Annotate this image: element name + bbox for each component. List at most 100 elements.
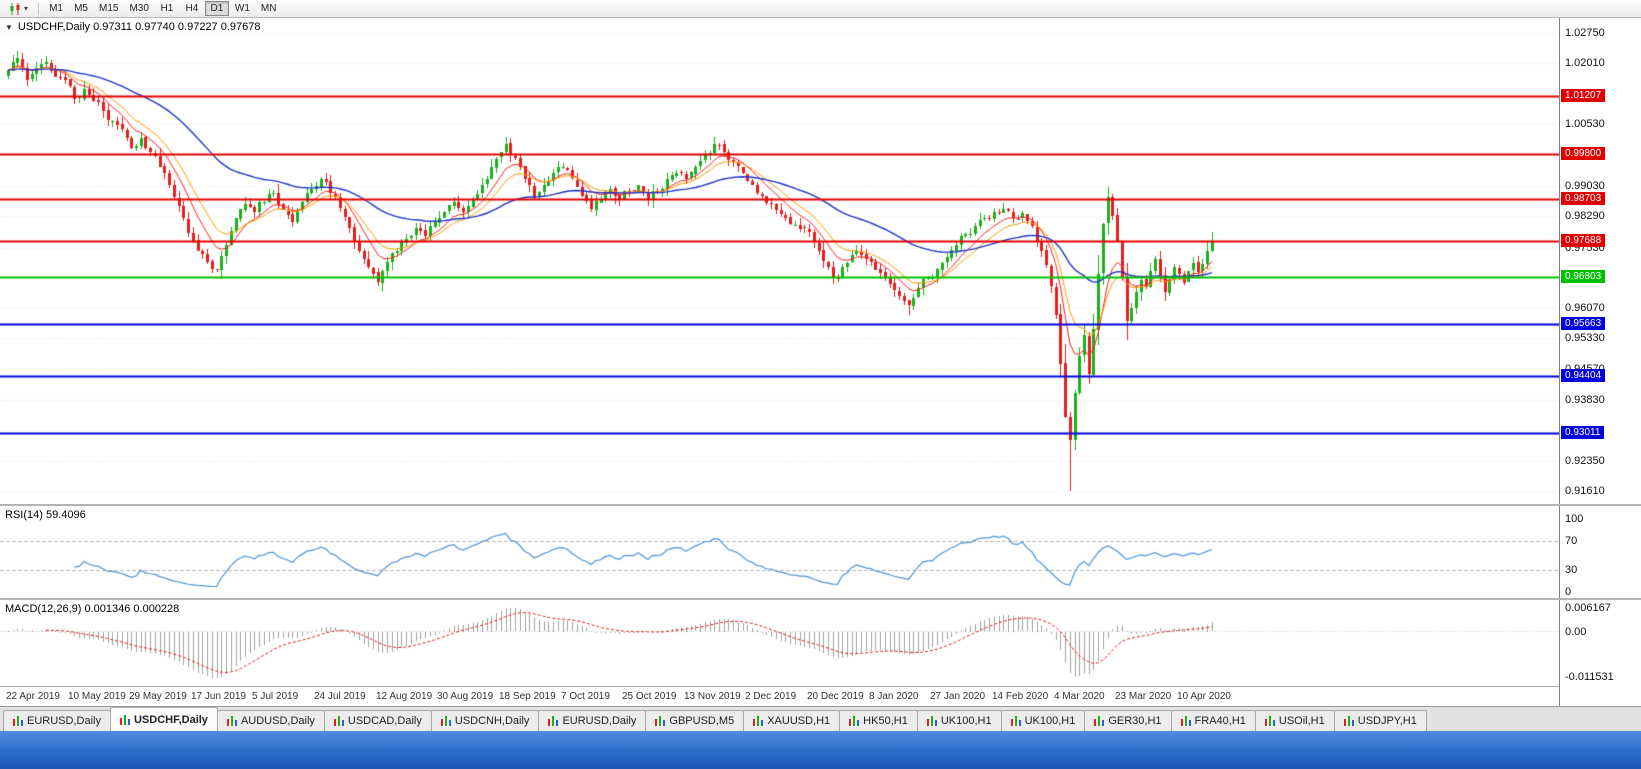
hline-price-tag: 0.95663 xyxy=(1561,317,1606,330)
toolbar: ▾ M1 M5 M15 M30 H1 H4 D1 W1 MN xyxy=(0,0,1641,18)
timeframe-buttons: M1 M5 M15 M30 H1 H4 D1 W1 MN xyxy=(44,1,281,16)
hline-price-tag: 0.99800 xyxy=(1561,147,1606,160)
chart-tab-5-eurusd-daily[interactable]: EURUSD,Daily xyxy=(538,710,647,731)
price-axis-label: 1.00530 xyxy=(1565,118,1605,130)
chart-tab-label: USDCAD,Daily xyxy=(347,715,422,727)
chart-tab-icon xyxy=(1094,716,1105,726)
chart-tab-10-uk100-h1[interactable]: UK100,H1 xyxy=(1000,710,1086,731)
timeframe-button-d1[interactable]: D1 xyxy=(204,1,229,16)
date-axis-label: 24 Jul 2019 xyxy=(314,691,366,702)
rsi-axis-label: 70 xyxy=(1565,535,1578,547)
chart-ohlc-header: ▼ USDCHF,Daily 0.97311 0.97740 0.97227 0… xyxy=(5,21,261,33)
timeframe-button-mn[interactable]: MN xyxy=(256,1,282,16)
date-axis-label: 14 Feb 2020 xyxy=(992,691,1049,702)
chart-tab-label: AUDUSD,Daily xyxy=(240,715,315,727)
chart-tab-9-uk100-h1[interactable]: UK100,H1 xyxy=(916,710,1002,731)
price-axis-label: 0.96070 xyxy=(1565,302,1605,314)
rsi-axis: 100 70 30 0 xyxy=(1560,506,1641,598)
chart-tab-label: USDJPY,H1 xyxy=(1357,715,1417,727)
date-axis-label: 30 Aug 2019 xyxy=(437,691,494,702)
timeframe-button-m30[interactable]: M30 xyxy=(124,1,153,16)
chart-tab-icon xyxy=(226,716,237,726)
date-axis[interactable]: 22 Apr 2019 10 May 2019 29 May 2019 17 Jun … xyxy=(0,686,1559,706)
price-axis-label: 0.93830 xyxy=(1565,394,1605,406)
timeframe-button-m15[interactable]: M15 xyxy=(94,1,123,16)
date-axis-label: 10 May 2019 xyxy=(68,691,126,702)
macd-indicator-canvas[interactable] xyxy=(0,600,1559,686)
macd-panel: MACD(12,26,9) 0.001346 0.000228 xyxy=(0,600,1559,686)
panel-splitter-macd[interactable] xyxy=(0,598,1641,600)
panel-splitter-rsi[interactable] xyxy=(0,504,1641,506)
chart-tab-11-ger30-h1[interactable]: GER30,H1 xyxy=(1084,710,1172,731)
price-panel: ▼ USDCHF,Daily 0.97311 0.97740 0.97227 0… xyxy=(0,18,1559,504)
rsi-header: RSI(14) 59.4096 xyxy=(5,509,86,521)
date-axis-label: 13 Nov 2019 xyxy=(684,691,741,702)
chart-tab-1-usdchf-daily[interactable]: USDCHF,Daily xyxy=(109,707,218,731)
chart-tab-label: XAUUSD,H1 xyxy=(767,715,831,727)
rsi-panel: RSI(14) 59.4096 xyxy=(0,506,1559,598)
chart-tab-icon xyxy=(849,716,860,726)
chart-tab-icon xyxy=(1343,716,1354,726)
date-axis-label: 25 Oct 2019 xyxy=(622,691,677,702)
chart-tab-4-usdcnh-daily[interactable]: USDCNH,Daily xyxy=(430,710,540,731)
chart-collapse-icon[interactable]: ▼ xyxy=(5,22,13,32)
rsi-indicator-canvas[interactable] xyxy=(0,506,1559,598)
macd-axis-label: 0.006167 xyxy=(1565,602,1611,614)
chart-tab-icon xyxy=(753,716,764,726)
chart-tab-label: USOil,H1 xyxy=(1278,715,1325,727)
chart-tab-6-gbpusd-m5[interactable]: GBPUSD,M5 xyxy=(645,710,745,731)
chart-tab-7-xauusd-h1[interactable]: XAUUSD,H1 xyxy=(743,710,841,731)
chart-ohlc-text: USDCHF,Daily 0.97311 0.97740 0.97227 0.9… xyxy=(17,21,261,33)
chart-tab-label: USDCNH,Daily xyxy=(454,715,530,727)
toolbar-separator xyxy=(38,2,40,15)
price-axis-label: 1.02010 xyxy=(1565,57,1605,69)
chart-tab-2-audusd-daily[interactable]: AUDUSD,Daily xyxy=(216,710,325,731)
chart-tab-label: FRA40,H1 xyxy=(1194,715,1246,727)
hline-price-tag: 0.93011 xyxy=(1561,426,1605,439)
chart-tab-icon xyxy=(655,716,666,726)
chart-tab-0-eurusd-daily[interactable]: EURUSD,Daily xyxy=(3,710,111,731)
chart-tab-3-usdcad-daily[interactable]: USDCAD,Daily xyxy=(323,710,432,731)
chart-tab-icon xyxy=(1180,716,1191,726)
timeframe-button-m1[interactable]: M1 xyxy=(44,1,68,16)
chart-tab-label: HK50,H1 xyxy=(863,715,908,727)
date-axis-label: 10 Apr 2020 xyxy=(1177,691,1231,702)
chart-tab-14-usdjpy-h1[interactable]: USDJPY,H1 xyxy=(1333,710,1427,731)
chart-tab-icon xyxy=(548,716,559,726)
chart-tab-label: UK100,H1 xyxy=(940,715,992,727)
timeframe-button-h1[interactable]: H1 xyxy=(155,1,179,16)
date-axis-label: 2 Dec 2019 xyxy=(745,691,797,702)
chart-tab-label: USDCHF,Daily xyxy=(133,713,208,726)
date-axis-label: 20 Dec 2019 xyxy=(807,691,864,702)
macd-header: MACD(12,26,9) 0.001346 0.000228 xyxy=(5,603,180,615)
price-axis-label: 0.98290 xyxy=(1565,210,1605,222)
chart-tab-icon xyxy=(440,716,451,726)
chart-window: ▼ USDCHF,Daily 0.97311 0.97740 0.97227 0… xyxy=(0,18,1641,706)
chart-tab-icon xyxy=(1010,716,1021,726)
rsi-axis-label: 30 xyxy=(1565,564,1578,576)
chart-tab-8-hk50-h1[interactable]: HK50,H1 xyxy=(839,710,918,731)
date-axis-label: 7 Oct 2019 xyxy=(561,691,610,702)
timeframe-button-m5[interactable]: M5 xyxy=(69,1,93,16)
chart-tab-12-fra40-h1[interactable]: FRA40,H1 xyxy=(1170,710,1256,731)
timeframe-button-h4[interactable]: H4 xyxy=(180,1,204,16)
chart-tab-bar: EURUSD,Daily USDCHF,Daily AUDUSD,Daily USDC… xyxy=(0,706,1641,731)
price-scale-column[interactable]: 1.02750 1.02010 1.00530 0.99030 0.98290 0.975… xyxy=(1559,18,1641,706)
candlestick-chart-icon xyxy=(10,2,20,15)
timeframe-button-w1[interactable]: W1 xyxy=(230,1,255,16)
rsi-axis-label: 100 xyxy=(1565,513,1584,525)
date-axis-label: 12 Aug 2019 xyxy=(376,691,433,702)
chart-tab-icon xyxy=(13,716,23,726)
price-chart-canvas[interactable] xyxy=(0,18,1559,504)
hline-price-tag: 0.98703 xyxy=(1561,192,1606,205)
chart-type-button[interactable]: ▾ xyxy=(4,1,33,17)
chart-tab-label: GBPUSD,M5 xyxy=(669,715,735,727)
rsi-axis-label: 0 xyxy=(1565,586,1572,598)
price-axis-label: 0.95330 xyxy=(1565,332,1605,344)
chart-tab-label: EURUSD,Daily xyxy=(27,715,101,727)
date-axis-label: 22 Apr 2019 xyxy=(6,691,60,702)
chevron-down-icon: ▾ xyxy=(24,3,29,13)
chart-tab-label: GER30,H1 xyxy=(1108,715,1162,727)
chart-tab-13-usoil-h1[interactable]: USOil,H1 xyxy=(1254,710,1335,731)
